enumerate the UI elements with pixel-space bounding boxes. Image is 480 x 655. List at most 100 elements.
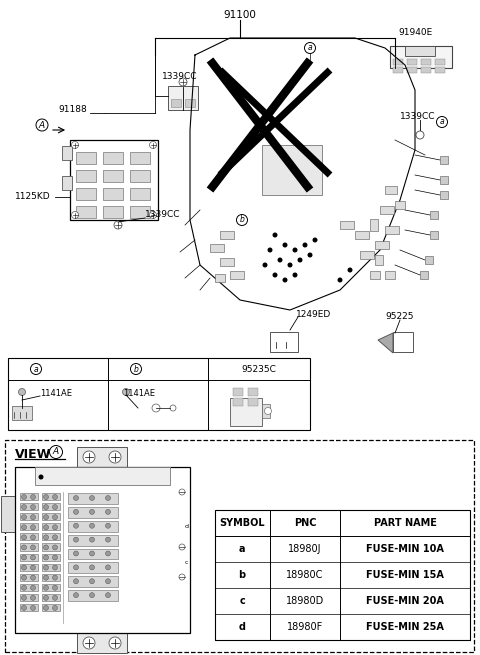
Circle shape [31, 575, 36, 580]
Bar [68, 534, 118, 546]
Circle shape [106, 593, 110, 597]
Bar [68, 548, 118, 559]
Bar [76, 206, 96, 218]
Bar [420, 271, 428, 279]
Bar [385, 271, 395, 279]
Circle shape [302, 242, 308, 248]
Bar [77, 447, 127, 467]
Circle shape [52, 595, 58, 601]
Bar [20, 493, 38, 500]
Bar [380, 206, 394, 214]
Text: FUSE-MIN 15A: FUSE-MIN 15A [366, 570, 444, 580]
Bar [360, 251, 374, 259]
Circle shape [22, 605, 26, 610]
Bar [440, 176, 448, 184]
Bar [35, 467, 170, 485]
Bar [407, 59, 417, 65]
Circle shape [44, 575, 48, 580]
Bar [20, 604, 38, 611]
Text: A: A [39, 121, 45, 130]
Bar [370, 271, 380, 279]
Circle shape [44, 525, 48, 530]
Circle shape [52, 535, 58, 540]
Circle shape [89, 510, 95, 514]
Circle shape [22, 535, 26, 540]
Circle shape [263, 263, 267, 267]
Circle shape [73, 510, 79, 514]
Bar [395, 201, 405, 209]
Circle shape [31, 364, 41, 375]
Text: 1339CC: 1339CC [400, 112, 435, 121]
Polygon shape [378, 333, 393, 353]
Bar [20, 574, 38, 581]
Circle shape [44, 535, 48, 540]
Circle shape [179, 574, 185, 580]
Circle shape [31, 504, 36, 510]
Bar [435, 67, 445, 73]
Bar [233, 388, 243, 396]
Circle shape [179, 489, 185, 495]
Bar [270, 332, 298, 352]
Circle shape [22, 586, 26, 590]
Circle shape [44, 555, 48, 560]
Bar [42, 594, 60, 601]
Circle shape [44, 586, 48, 590]
Text: FUSE-MIN 10A: FUSE-MIN 10A [366, 544, 444, 554]
Circle shape [49, 445, 62, 458]
Circle shape [89, 537, 95, 542]
Bar [215, 274, 225, 282]
Circle shape [298, 257, 302, 263]
Bar [76, 170, 96, 182]
Circle shape [31, 545, 36, 550]
Bar [20, 553, 38, 561]
Bar [42, 584, 60, 591]
Bar [20, 513, 38, 520]
Circle shape [149, 141, 156, 149]
Circle shape [22, 495, 26, 500]
Circle shape [106, 537, 110, 542]
Circle shape [52, 565, 58, 570]
Bar [77, 633, 127, 653]
Circle shape [52, 586, 58, 590]
Bar [68, 590, 118, 601]
Circle shape [273, 233, 277, 238]
Text: 1249ED: 1249ED [296, 310, 331, 319]
Text: FUSE-MIN 20A: FUSE-MIN 20A [366, 596, 444, 606]
Circle shape [73, 537, 79, 542]
Bar [385, 186, 397, 194]
Circle shape [52, 515, 58, 519]
Bar [440, 191, 448, 199]
Bar [248, 398, 258, 406]
Circle shape [52, 575, 58, 580]
Bar [440, 156, 448, 164]
Circle shape [292, 248, 298, 252]
Circle shape [73, 593, 79, 597]
Circle shape [31, 515, 36, 519]
Circle shape [22, 565, 26, 570]
Text: 18980F: 18980F [287, 622, 323, 632]
Bar [68, 521, 118, 532]
Bar [1, 496, 16, 532]
Bar [370, 219, 378, 231]
Text: c: c [185, 559, 189, 565]
Text: b: b [239, 570, 246, 580]
Circle shape [72, 141, 79, 149]
Bar [220, 231, 234, 239]
Bar [42, 493, 60, 500]
Text: SYMBOL: SYMBOL [219, 518, 265, 528]
Text: a: a [308, 43, 312, 52]
Bar [407, 67, 417, 73]
Circle shape [283, 278, 288, 282]
Circle shape [73, 579, 79, 584]
Circle shape [52, 555, 58, 560]
Circle shape [283, 242, 288, 248]
Bar [68, 493, 118, 504]
Bar [375, 241, 389, 249]
Circle shape [152, 404, 160, 412]
Circle shape [19, 388, 25, 396]
Bar [62, 176, 72, 190]
Bar [42, 523, 60, 531]
Circle shape [264, 407, 272, 415]
Circle shape [436, 117, 447, 128]
Text: d: d [185, 525, 189, 529]
